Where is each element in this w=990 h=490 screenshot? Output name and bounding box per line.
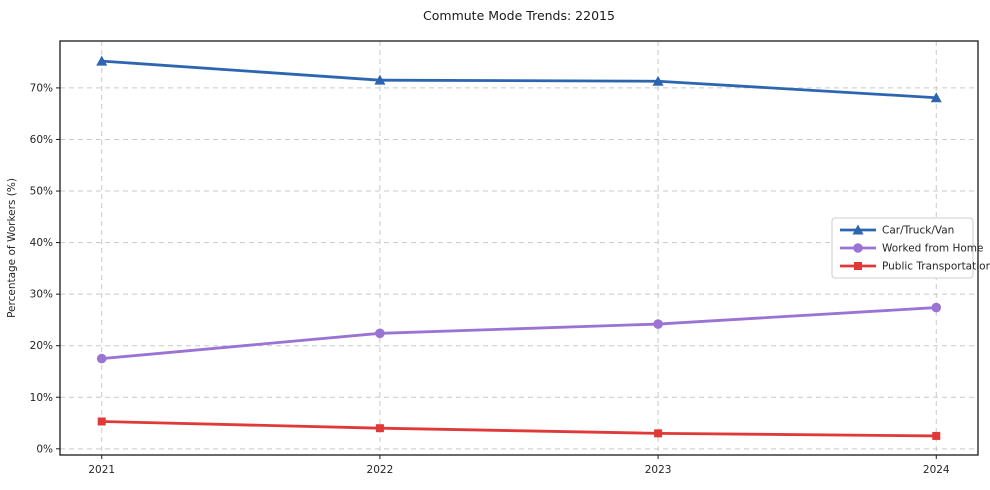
- marker-public-transportation: [375, 424, 384, 433]
- marker-worked-from-home: [653, 319, 663, 329]
- series-line-car-truck-van: [100, 59, 938, 100]
- x-tick-label: 2022: [367, 464, 394, 476]
- marker-public-transportation: [654, 429, 663, 438]
- chart-title: Commute Mode Trends: 22015: [423, 8, 615, 23]
- legend-label-car-truck-van: Car/Truck/Van: [882, 225, 954, 237]
- x-tick-label: 2021: [88, 464, 115, 476]
- y-tick-label: 10%: [30, 392, 53, 404]
- legend-label-public-transportation: Public Transportation: [882, 261, 990, 273]
- y-tick-label: 20%: [30, 340, 53, 352]
- y-tick-label: 30%: [30, 289, 53, 301]
- plot-frame: [59, 40, 979, 456]
- y-tick-label: 60%: [30, 134, 53, 146]
- series-line-public-transportation: [100, 420, 938, 438]
- legend-marker-car-truck-van: [852, 224, 864, 235]
- marker-car-truck-van: [96, 55, 108, 66]
- y-tick-label: 70%: [30, 82, 53, 94]
- marker-public-transportation: [932, 431, 941, 440]
- marker-worked-from-home: [96, 353, 107, 364]
- x-tick-label: 2024: [923, 464, 950, 476]
- legend-label-worked-from-home: Worked from Home: [882, 243, 983, 255]
- legend-marker-public-transportation: [854, 262, 862, 270]
- marker-car-truck-van: [652, 75, 664, 86]
- legend-marker-worked-from-home: [853, 243, 863, 253]
- y-tick-label: 40%: [30, 237, 53, 249]
- marker-car-truck-van: [930, 92, 942, 103]
- marker-car-truck-van: [374, 74, 386, 85]
- y-tick-label: 50%: [30, 186, 53, 198]
- x-tick-label: 2023: [645, 464, 672, 476]
- legend-box: [831, 217, 974, 279]
- y-tick-label: 0%: [36, 443, 53, 455]
- marker-worked-from-home: [375, 328, 385, 339]
- marker-public-transportation: [97, 417, 106, 426]
- marker-worked-from-home: [931, 302, 942, 313]
- y-axis-label: Percentage of Workers (%): [6, 178, 18, 318]
- series-line-worked-from-home: [100, 306, 938, 360]
